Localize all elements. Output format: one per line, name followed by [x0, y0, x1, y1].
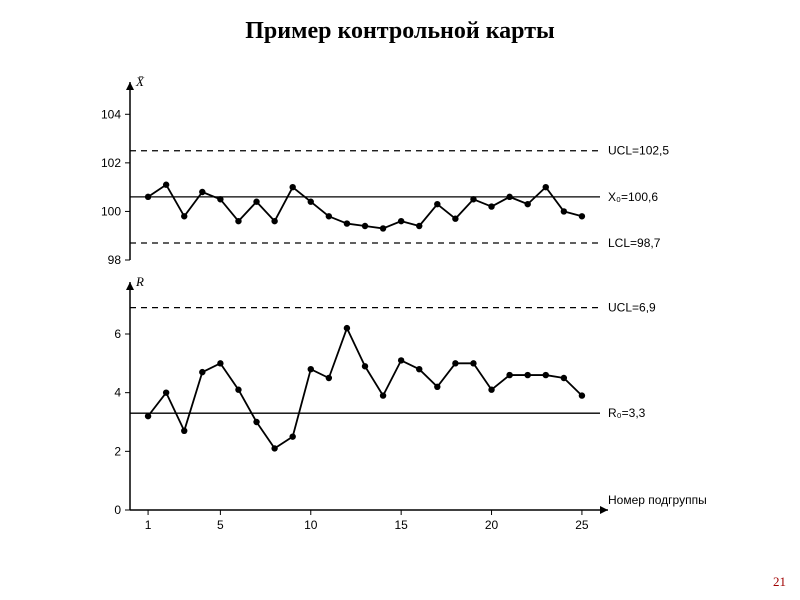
svg-text:UCL=6,9: UCL=6,9 — [608, 301, 656, 315]
svg-text:20: 20 — [485, 518, 499, 532]
svg-text:10: 10 — [304, 518, 318, 532]
svg-text:R: R — [135, 274, 144, 289]
control-chart: 98100102104X̄UCL=102,5LCL=98,7X₀=100,602… — [60, 60, 740, 560]
page-number: 21 — [773, 574, 786, 590]
svg-text:4: 4 — [114, 386, 121, 400]
svg-text:102: 102 — [101, 156, 121, 170]
svg-text:1: 1 — [145, 518, 152, 532]
page-title: Пример контрольной карты — [0, 18, 800, 45]
svg-text:X₀=100,6: X₀=100,6 — [608, 190, 658, 204]
svg-text:UCL=102,5: UCL=102,5 — [608, 144, 669, 158]
svg-text:Номер подгруппы: Номер подгруппы — [608, 493, 707, 507]
svg-text:6: 6 — [114, 327, 121, 341]
svg-text:15: 15 — [394, 518, 408, 532]
svg-text:98: 98 — [108, 253, 122, 267]
svg-text:100: 100 — [101, 204, 121, 218]
svg-text:R₀=3,3: R₀=3,3 — [608, 406, 646, 420]
svg-text:LCL=98,7: LCL=98,7 — [608, 236, 661, 250]
svg-text:X̄: X̄ — [135, 74, 145, 89]
svg-text:0: 0 — [114, 503, 121, 517]
svg-text:104: 104 — [101, 107, 121, 121]
svg-text:25: 25 — [575, 518, 589, 532]
svg-text:2: 2 — [114, 444, 121, 458]
svg-text:5: 5 — [217, 518, 224, 532]
